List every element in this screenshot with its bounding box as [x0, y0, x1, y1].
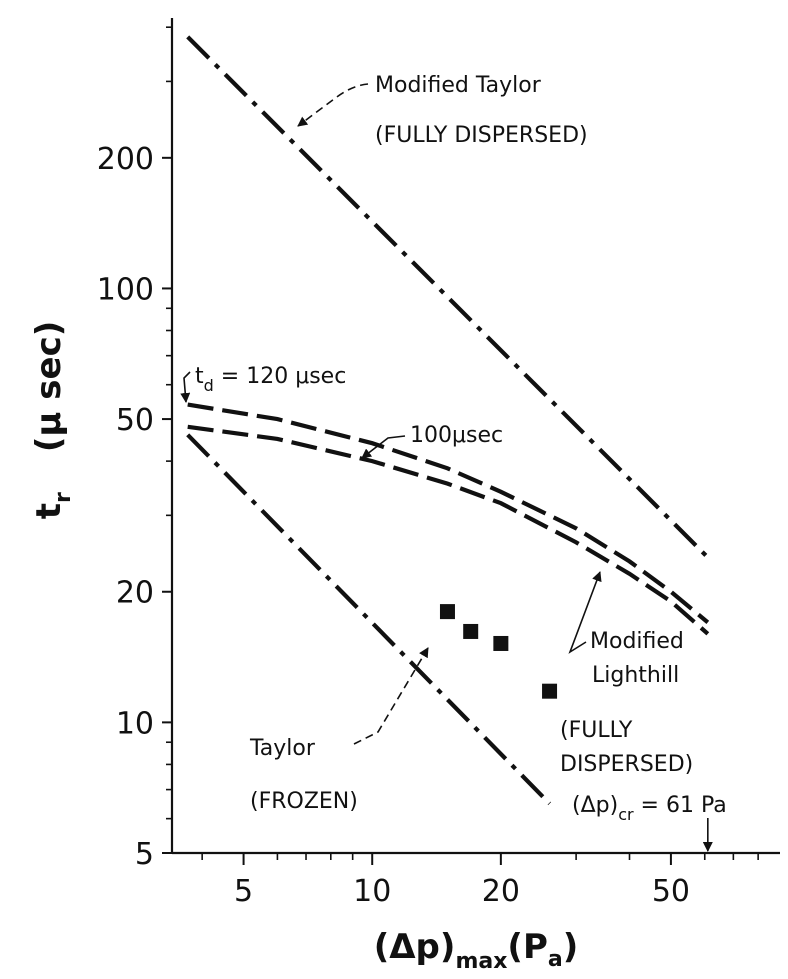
markers-group	[439, 604, 558, 699]
leader-modified-lighthill	[568, 571, 602, 654]
series-line-3	[187, 424, 710, 636]
x-axis-title: (Δp)max(Pa)	[374, 927, 579, 974]
y-tick-label-200: 200	[97, 142, 154, 177]
y-tick-label-20: 20	[116, 576, 154, 611]
axes-group: 5 10 20 50 100 200 5 10 20 50	[97, 18, 780, 909]
data-point-3	[542, 683, 558, 699]
y-tick-label-50: 50	[116, 403, 154, 438]
data-point-0	[439, 604, 455, 620]
y-tick-label-10: 10	[116, 706, 154, 741]
x-tick-label-5: 5	[234, 874, 253, 909]
x-tick-label-20: 20	[482, 874, 520, 909]
leader-modified-taylor	[297, 83, 369, 127]
label-frozen: (FROZEN)	[250, 789, 358, 814]
label-modified-taylor: Modified Taylor	[375, 73, 542, 98]
label-modified-lighthill-2: Lighthill	[592, 663, 679, 688]
label-td-120: td = 120 μsec	[195, 364, 346, 395]
data-point-2	[493, 635, 509, 651]
series-line-2	[187, 402, 710, 625]
leader-taylor	[353, 647, 429, 745]
series-line-0	[186, 35, 710, 559]
label-fully-1: (FULLY	[560, 718, 633, 743]
y-axis-title: tr(μ sec)	[29, 321, 76, 520]
annotations-group: Modified Taylor (FULLY DISPERSED) td = 120…	[180, 73, 727, 852]
leader-td-120	[180, 371, 191, 403]
y-tick-label-100: 100	[97, 272, 154, 307]
label-taylor: Taylor	[249, 736, 316, 761]
label-critical: (Δp)cr = 61 Pa	[572, 793, 727, 824]
label-modified-taylor-sub: (FULLY DISPERSED)	[375, 123, 588, 148]
label-fully-2: DISPERSED)	[560, 752, 693, 777]
label-modified-lighthill-1: Modified	[590, 629, 684, 654]
y-tick-label-5: 5	[135, 837, 154, 872]
data-point-1	[463, 623, 479, 639]
x-tick-label-50: 50	[652, 874, 690, 909]
series-line-1	[186, 433, 552, 806]
axis-titles-group: (Δp)max(Pa) tr(μ sec)	[29, 321, 578, 974]
label-100-usec: 100μsec	[410, 423, 503, 448]
leader-100-usec	[361, 435, 406, 459]
x-tick-label-10: 10	[353, 874, 391, 909]
series-group	[186, 35, 710, 806]
